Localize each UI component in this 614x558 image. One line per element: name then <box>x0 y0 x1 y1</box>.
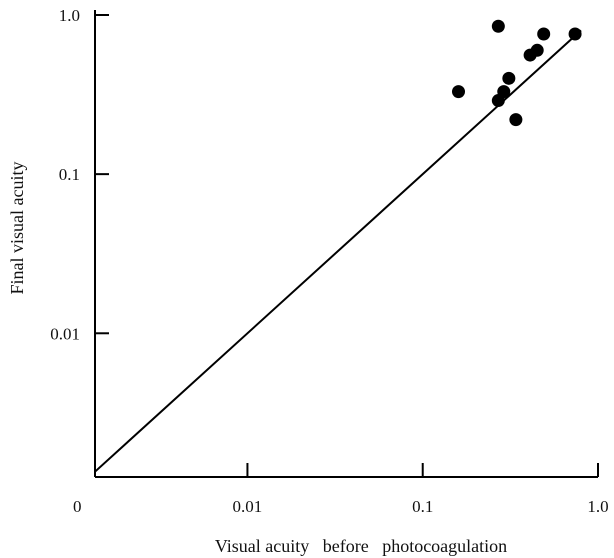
identity-line <box>94 29 582 473</box>
x-tick-label: 0.1 <box>412 497 433 516</box>
data-points <box>451 19 582 127</box>
origin-label: 0 <box>73 497 82 516</box>
identity-reference-line <box>94 29 582 473</box>
data-point <box>568 27 582 41</box>
axes <box>94 10 598 478</box>
y-tick-label: 0.1 <box>59 165 80 184</box>
x-tick-label: 0.01 <box>233 497 263 516</box>
tick-marks <box>95 14 599 477</box>
data-point <box>451 85 465 99</box>
y-tick-label: 0.01 <box>50 324 80 343</box>
x-tick-label: 1.0 <box>587 497 608 516</box>
y-tick-label: 1.0 <box>59 6 80 25</box>
data-point <box>537 27 551 41</box>
data-point <box>509 113 523 127</box>
data-point <box>530 43 544 57</box>
data-point <box>502 71 516 85</box>
data-point <box>497 85 511 99</box>
data-point <box>491 19 505 33</box>
x-axis-title: Visual acuity before photocoagulation <box>215 536 507 556</box>
tick-labels: 0.01 0.1 1.0 0.01 0.1 1.0 <box>50 6 608 516</box>
y-axis-title: Final visual acuity <box>7 162 27 295</box>
